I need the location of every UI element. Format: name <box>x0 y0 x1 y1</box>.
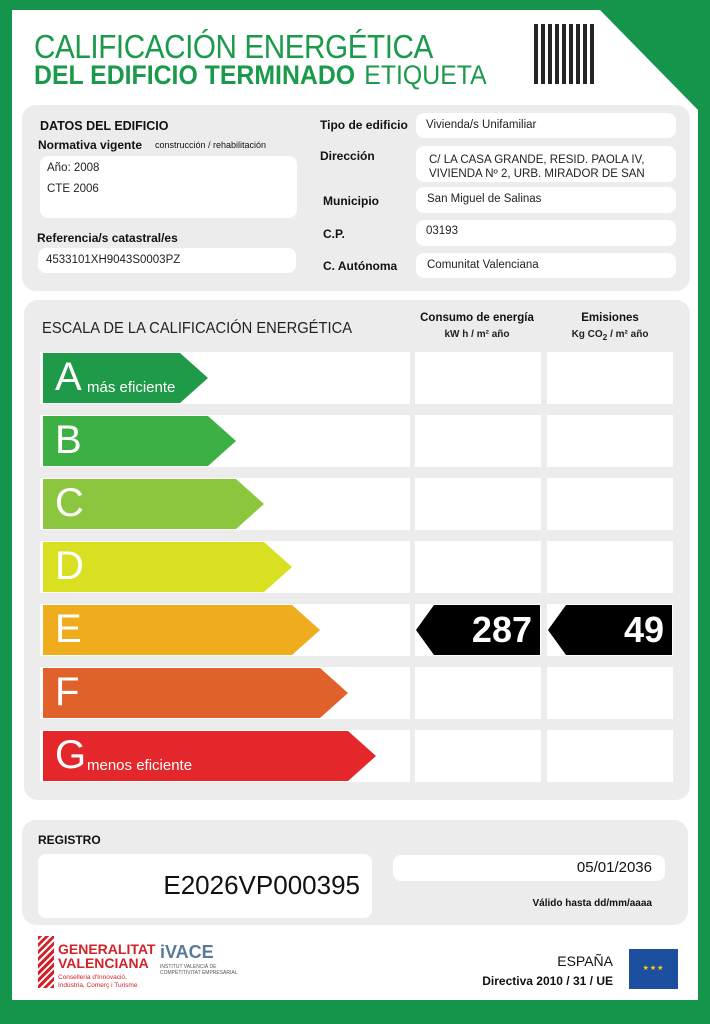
municipio-box <box>416 187 676 213</box>
emisiones-unit-post: / m² año <box>607 329 649 340</box>
direccion-label: Dirección <box>320 149 375 163</box>
emisiones-cell: 49 <box>547 604 673 656</box>
ivace-logo: iVACE <box>160 942 214 962</box>
title-terminado: DEL EDIFICIO TERMINADO <box>34 60 356 90</box>
consumo-cell <box>415 415 541 467</box>
norm-value: CTE 2006 <box>47 183 99 195</box>
ivace-sub2: COMPETITIVITAT EMPRESARIAL <box>160 970 238 976</box>
rating-row-f: F <box>40 667 410 719</box>
ca-label: C. Autónoma <box>323 259 398 273</box>
rating-row-d: D <box>40 541 410 593</box>
emisiones-indicator: 49 <box>548 605 672 655</box>
rating-arrow-f: F <box>43 668 348 718</box>
registro-label: REGISTRO <box>38 833 101 847</box>
rating-letter: E <box>55 607 82 651</box>
rating-letter: D <box>55 544 84 588</box>
normativa-box <box>40 156 297 218</box>
date-box <box>393 855 665 881</box>
direccion-line2: VIVIENDA Nº 2, URB. MIRADOR DE SAN <box>429 168 645 180</box>
valid-label: Válido hasta dd/mm/aaaa <box>532 898 653 909</box>
emisiones-unit-pre: Kg CO <box>571 329 603 340</box>
consumo-cell <box>415 352 541 404</box>
title-line2: DEL EDIFICIO TERMINADO ETIQUETA <box>34 60 487 91</box>
emisiones-cell <box>547 667 673 719</box>
registro-number: E2026VP000395 <box>163 870 360 900</box>
consumo-indicator: 287 <box>416 605 540 655</box>
tipo-label: Tipo de edificio <box>320 118 408 132</box>
rating-sub: menos eficiente <box>87 757 193 774</box>
gv-sub2: Indústria, Comerç i Turisme <box>58 982 138 989</box>
emisiones-label: Emisiones <box>581 312 639 324</box>
tipo-value: Vivienda/s Unifamiliar <box>426 119 537 131</box>
cp-value: 03193 <box>426 225 458 237</box>
catastral-label: Referencia/s catastral/es <box>37 231 178 245</box>
rating-arrow-b: B <box>43 416 236 466</box>
rating-row-c: C <box>40 478 410 530</box>
emisiones-cell <box>547 415 673 467</box>
ivace-sub: INSTITUT VALENCIÀ DE COMPETITIVITAT EMPRE… <box>160 964 238 976</box>
ivace-sub1: INSTITUT VALENCIÀ DE <box>160 964 217 970</box>
catastral-box <box>38 248 296 273</box>
municipio-value: San Miguel de Salinas <box>427 193 542 205</box>
consumo-cell <box>415 541 541 593</box>
title-etiqueta: ETIQUETA <box>364 60 487 90</box>
direccion-box <box>416 146 676 182</box>
rating-row-e: E <box>40 604 410 656</box>
rating-letter: B <box>55 418 82 462</box>
rating-arrow-d: D <box>43 542 292 592</box>
emisiones-unit-sub: 2 <box>602 332 608 342</box>
normativa-label: Normativa vigente <box>38 138 143 152</box>
cp-box <box>416 220 676 246</box>
tipo-box <box>416 113 676 138</box>
ca-value: Comunitat Valenciana <box>427 259 539 271</box>
registro-box <box>38 854 372 918</box>
scale-title: ESCALA DE LA CALIFICACIÓN ENERGÉTICA <box>42 320 353 337</box>
emisiones-cell <box>547 541 673 593</box>
country: ESPAÑA <box>557 953 613 969</box>
generalitat-logo-icon <box>38 936 54 988</box>
qr-code-icon <box>534 24 594 84</box>
rating-letter: A <box>55 355 82 399</box>
eu-flag-icon: ★★★ <box>629 949 678 989</box>
direccion-line1: C/ LA CASA GRANDE, RESID. PAOLA IV, <box>429 154 645 166</box>
valid-date: 05/01/2036 <box>576 859 652 876</box>
generalitat-sub: Conselleria d'Innovació, Indústria, Comer… <box>58 974 137 990</box>
title-line1: CALIFICACIÓN ENERGÉTICA <box>34 28 433 65</box>
gv-line1: GENERALITAT <box>58 941 156 957</box>
consumo-cell <box>415 478 541 530</box>
gv-line2: VALENCIANA <box>58 955 149 971</box>
catastral-value: 4533101XH9043S0003PZ <box>46 254 181 266</box>
rating-arrow-c: C <box>43 479 264 529</box>
ca-box <box>416 253 676 278</box>
rating-sub: más eficiente <box>87 379 176 396</box>
emisiones-unit: Kg CO2 / m² año <box>545 329 675 342</box>
directive: Directiva 2010 / 31 / UE <box>482 974 613 988</box>
rating-letter: G <box>55 733 87 777</box>
normativa-sub: construcción / rehabilitación <box>155 140 267 150</box>
municipio-label: Municipio <box>323 194 379 208</box>
gv-sub1: Conselleria d'Innovació, <box>58 974 127 981</box>
rating-row-b: B <box>40 415 410 467</box>
cp-label: C.P. <box>323 227 345 241</box>
rating-arrow-e: E <box>43 605 320 655</box>
emisiones-cell <box>547 478 673 530</box>
consumo-cell <box>415 730 541 782</box>
consumo-unit: kW h / m² año <box>444 329 510 340</box>
consumo-cell: 287 <box>415 604 541 656</box>
emisiones-cell <box>547 730 673 782</box>
year-value: Año: 2008 <box>47 162 100 174</box>
rating-letter: C <box>55 481 84 525</box>
generalitat-name: GENERALITAT VALENCIANA <box>58 942 155 970</box>
rating-letter: F <box>55 670 80 714</box>
consumo-cell <box>415 667 541 719</box>
building-section-title: DATOS DEL EDIFICIO <box>40 119 169 133</box>
emisiones-cell <box>547 352 673 404</box>
consumo-label: Consumo de energía <box>420 312 534 324</box>
